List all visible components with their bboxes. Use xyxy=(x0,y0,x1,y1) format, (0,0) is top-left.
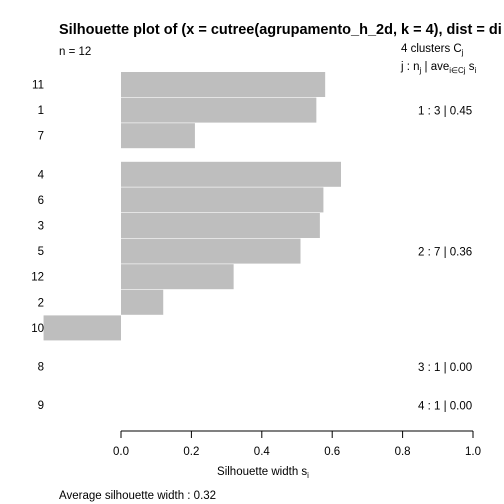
legend-line-2-j-sub: j xyxy=(419,66,422,75)
x-tick-label-5: 1.0 xyxy=(465,446,481,458)
legend-line-2-mid: | ave xyxy=(421,61,449,73)
legend-line-1-sub: j xyxy=(461,48,464,57)
legend-line-2-s-sub: i xyxy=(475,66,477,75)
x-axis-label-text: Silhouette width s xyxy=(217,466,307,478)
silhouette-bar-6 xyxy=(121,187,324,213)
x-tick-label-4: 0.8 xyxy=(395,446,411,458)
row-label-8: 8 xyxy=(38,362,44,374)
legend-line-2-s: s xyxy=(466,61,475,73)
row-label-7: 7 xyxy=(38,131,44,143)
row-label-10: 10 xyxy=(31,323,44,335)
legend-line-2: j : nj | avei∈Cj si xyxy=(400,61,477,75)
row-label-11: 11 xyxy=(32,80,44,92)
silhouette-bar-12 xyxy=(121,264,234,290)
silhouette-bar-4 xyxy=(121,161,341,187)
cluster-label-4: 4 : 1 | 0.00 xyxy=(418,400,472,412)
legend-line-1-text: 4 clusters C xyxy=(401,43,462,55)
x-axis-label: Silhouette width si xyxy=(217,466,309,480)
legend-line-2-mid-sub: i∈Cj xyxy=(449,66,466,75)
x-tick-label-0: 0.0 xyxy=(113,446,129,458)
row-label-5: 5 xyxy=(38,246,44,258)
cluster-label-2: 2 : 7 | 0.36 xyxy=(418,246,472,258)
silhouette-bar-2 xyxy=(121,289,164,315)
row-label-12: 12 xyxy=(31,272,44,284)
legend-line-2-j: j : n xyxy=(400,61,420,73)
row-label-6: 6 xyxy=(38,195,44,207)
silhouette-bar-3 xyxy=(121,213,320,238)
chart-subtitle: n = 12 xyxy=(59,46,91,58)
x-axis: 0.0 0.2 0.4 0.6 0.8 1.0 xyxy=(113,430,481,458)
silhouette-bar-5 xyxy=(121,238,301,264)
x-tick-label-2: 0.4 xyxy=(254,446,271,458)
x-axis-label-sub: i xyxy=(307,471,309,480)
silhouette-bar-1 xyxy=(121,97,317,123)
row-label-3: 3 xyxy=(38,221,44,233)
x-tick-label-3: 0.6 xyxy=(324,446,340,458)
chart-title: Silhouette plot of (x = cutree(agrupamen… xyxy=(59,22,502,38)
silhouette-bar-11 xyxy=(121,72,326,97)
silhouette-bar-10 xyxy=(43,315,122,341)
row-label-1: 1 xyxy=(38,105,44,117)
average-silhouette-footer: Average silhouette width : 0.32 xyxy=(59,490,216,502)
legend-line-1: 4 clusters Cj xyxy=(401,43,464,57)
x-tick-label-1: 0.2 xyxy=(183,446,199,458)
silhouette-bar-7 xyxy=(121,123,195,149)
cluster-label-3: 3 : 1 | 0.00 xyxy=(418,362,472,374)
cluster-labels: 1 : 3 | 0.45 2 : 7 | 0.36 3 : 1 | 0.00 4 : … xyxy=(418,105,472,412)
bars xyxy=(43,72,341,341)
legend-header: 4 clusters Cj j : nj | avei∈Cj si xyxy=(400,43,477,75)
cluster-label-1: 1 : 3 | 0.45 xyxy=(418,105,472,117)
row-label-2: 2 xyxy=(38,297,44,309)
row-label-9: 9 xyxy=(38,400,44,412)
row-label-4: 4 xyxy=(38,169,45,181)
